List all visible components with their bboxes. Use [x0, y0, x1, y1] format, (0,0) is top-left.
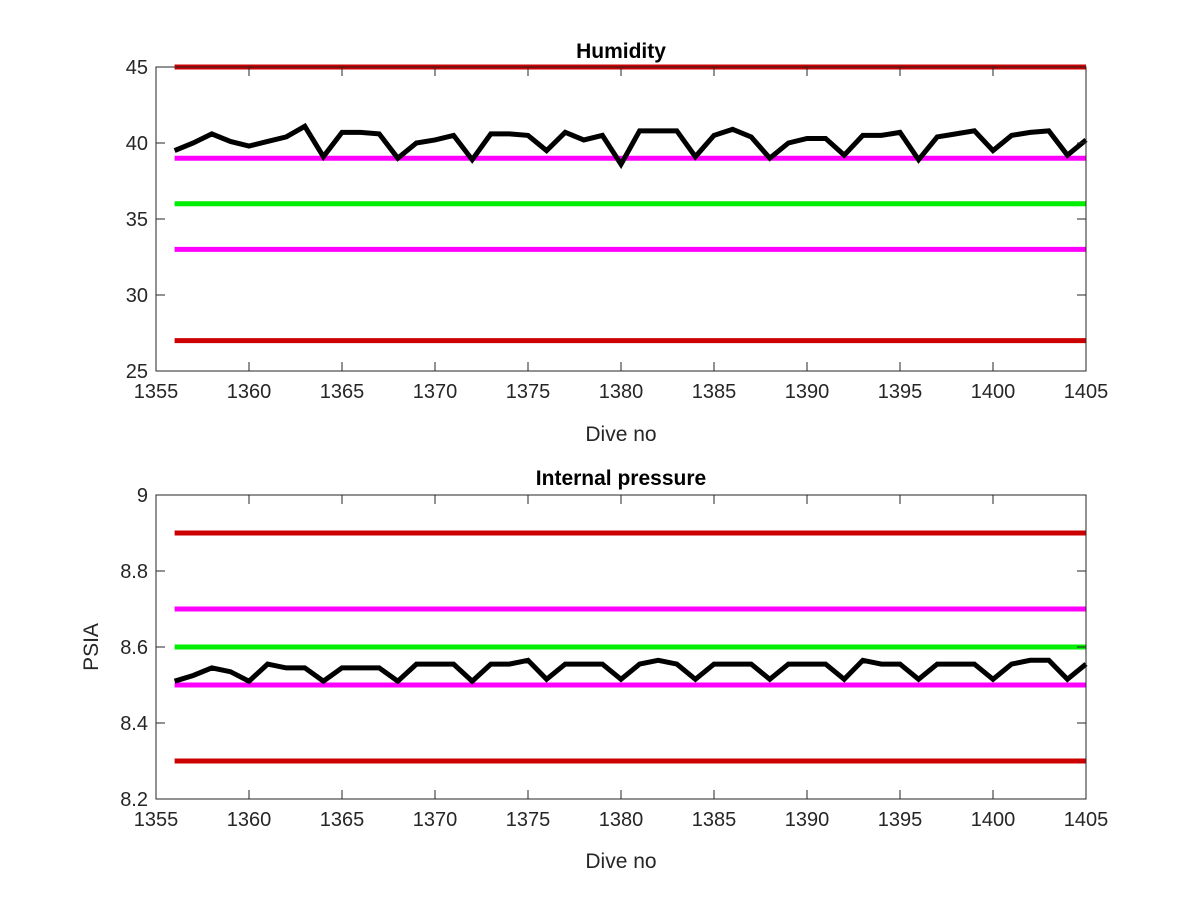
- humidity-x-tick-label: 1355: [134, 381, 179, 403]
- humidity-x-tick-label: 1390: [785, 381, 830, 403]
- pressure-y-axis-label: PSIA: [80, 623, 103, 671]
- humidity-y-tick-label: 25: [126, 361, 148, 383]
- pressure-x-tick-label: 1355: [134, 809, 179, 831]
- humidity-y-tick-label: 40: [126, 133, 148, 155]
- humidity-y-tick-label: 35: [126, 209, 148, 231]
- humidity-ticks: 1355 1360 1365 1370 1375 1380 1385 1390 1395 1400…: [126, 57, 1109, 403]
- pressure-series-0-data-line: [173, 657, 1088, 685]
- humidity-x-tick-label: 1385: [692, 381, 737, 403]
- humidity-x-tick-label: 1405: [1064, 381, 1109, 403]
- humidity-x-tick-label: 1360: [227, 381, 272, 403]
- pressure-y-tick-label: 8.2: [120, 789, 148, 811]
- humidity-series-0-data-line: [173, 122, 1088, 170]
- pressure-x-tick-label: 1385: [692, 809, 737, 831]
- pressure-y-tick-label: 8.4: [120, 713, 148, 735]
- humidity-x-tick-label: 1400: [971, 381, 1016, 403]
- pressure-axes: 1355 1360 1365 1370 1375 1380 1385 1390 1395 1400…: [80, 467, 1108, 873]
- humidity-y-tick-label: 45: [126, 57, 148, 79]
- humidity-title: Humidity: [576, 40, 666, 63]
- pressure-y-tick-label: 8.6: [120, 637, 148, 659]
- pressure-ticks: 1355 1360 1365 1370 1375 1380 1385 1390 1395 1400…: [120, 485, 1108, 831]
- humidity-x-axis-label: Dive no: [585, 423, 656, 446]
- humidity-axes: 1355 1360 1365 1370 1375 1380 1385 1390 1395 1400…: [126, 40, 1109, 446]
- pressure-x-tick-label: 1380: [599, 809, 644, 831]
- pressure-x-tick-label: 1395: [878, 809, 923, 831]
- humidity-x-tick-label: 1395: [878, 381, 923, 403]
- pressure-x-tick-label: 1360: [227, 809, 272, 831]
- pressure-x-axis-label: Dive no: [585, 850, 656, 873]
- pressure-x-tick-label: 1375: [506, 809, 551, 831]
- pressure-y-tick-label: 9: [137, 485, 148, 507]
- humidity-x-tick-label: 1365: [320, 381, 365, 403]
- pressure-x-tick-label: 1390: [785, 809, 830, 831]
- pressure-y-tick-label: 8.8: [120, 561, 148, 583]
- humidity-y-tick-label: 30: [126, 285, 148, 307]
- pressure-x-tick-label: 1370: [413, 809, 458, 831]
- pressure-x-tick-label: 1400: [971, 809, 1016, 831]
- humidity-x-tick-label: 1370: [413, 381, 458, 403]
- humidity-x-tick-label: 1375: [506, 381, 551, 403]
- pressure-plot-area: [173, 530, 1088, 764]
- pressure-x-tick-label: 1405: [1064, 809, 1109, 831]
- pressure-title: Internal pressure: [536, 467, 706, 490]
- humidity-x-tick-label: 1380: [599, 381, 644, 403]
- pressure-x-tick-label: 1365: [320, 809, 365, 831]
